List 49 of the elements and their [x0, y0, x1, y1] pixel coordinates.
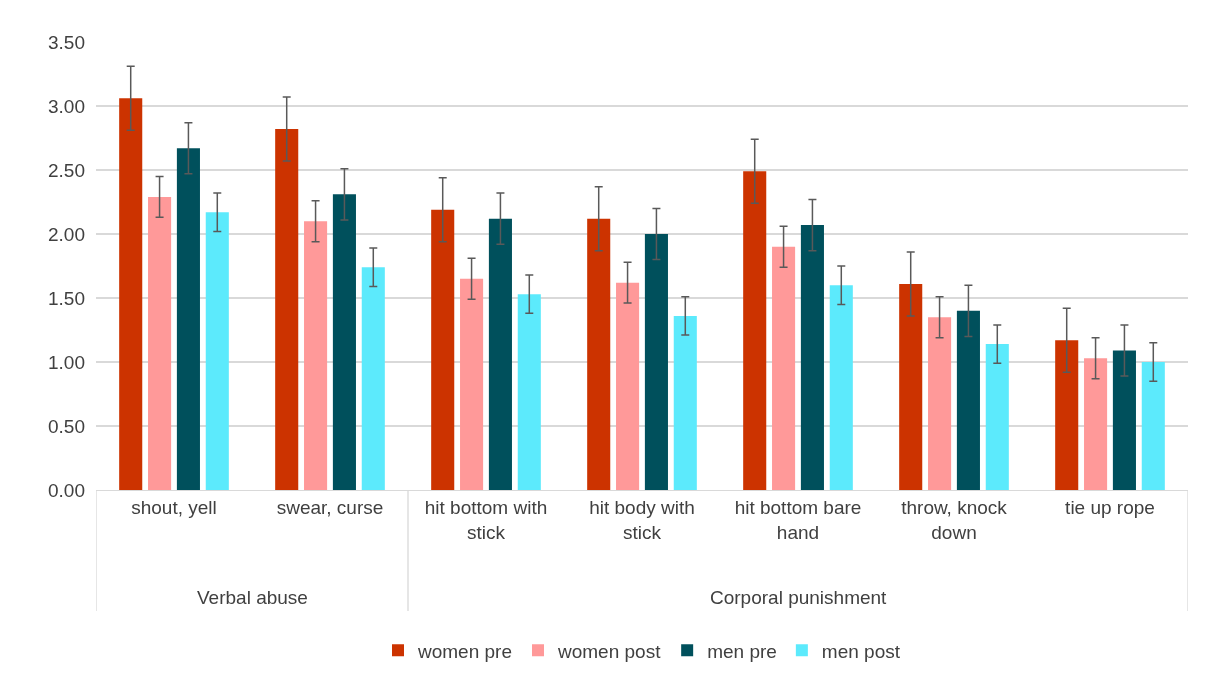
x-tick-label: throw, knock down: [901, 497, 1008, 543]
bar: [1084, 358, 1108, 490]
bar: [985, 344, 1009, 490]
y-tick-label: 1.00: [48, 351, 85, 373]
bar: [332, 194, 356, 490]
bar: [829, 285, 853, 490]
x-tick-label: shout, yell: [131, 497, 217, 519]
bar: [517, 294, 541, 490]
bar: [119, 98, 143, 490]
bar: [743, 171, 767, 490]
bar: [800, 225, 824, 490]
bar: [148, 196, 172, 490]
bar: [673, 315, 697, 490]
bar: [772, 246, 796, 490]
bar: [644, 234, 668, 490]
text: Corporal punishment: [710, 587, 888, 608]
bar: [460, 278, 484, 490]
text: Verbal abuse: [197, 587, 308, 608]
y-tick-label: 3.00: [48, 95, 85, 117]
x-tick-label: tie up rope: [1065, 497, 1155, 519]
y-tick-label: 0.50: [48, 415, 85, 437]
x-tick-label: swear, curse: [276, 497, 384, 519]
legend-label: women pre: [417, 640, 512, 662]
y-tick-label: 1.50: [48, 287, 85, 309]
bar: [275, 129, 299, 490]
bar: [304, 221, 328, 490]
bar: [587, 218, 611, 490]
bar: [1055, 340, 1079, 490]
bar: [176, 148, 200, 490]
bar: [1141, 362, 1165, 490]
bar: [1112, 350, 1136, 490]
x-tick-label: hit bottom bare hand: [734, 497, 862, 543]
x-tick-label: hit bottom with stick: [424, 497, 548, 543]
y-tick-label: 0.00: [48, 479, 85, 501]
bar: [431, 209, 455, 490]
bar: [488, 218, 512, 490]
y-tick-label: 2.50: [48, 159, 85, 181]
y-tick-label: 3.50: [48, 31, 85, 53]
bar: [205, 212, 229, 490]
bar: [928, 317, 952, 490]
legend-label: men pre: [707, 640, 777, 662]
x-tick-label: hit body with stick: [589, 497, 695, 543]
legend-label: women post: [557, 640, 662, 662]
bar: [361, 267, 385, 490]
bar: [899, 283, 923, 490]
y-tick-label: 2.00: [48, 223, 85, 245]
legend-label: men post: [821, 640, 901, 662]
bar: [616, 282, 640, 490]
bar: [956, 310, 980, 490]
